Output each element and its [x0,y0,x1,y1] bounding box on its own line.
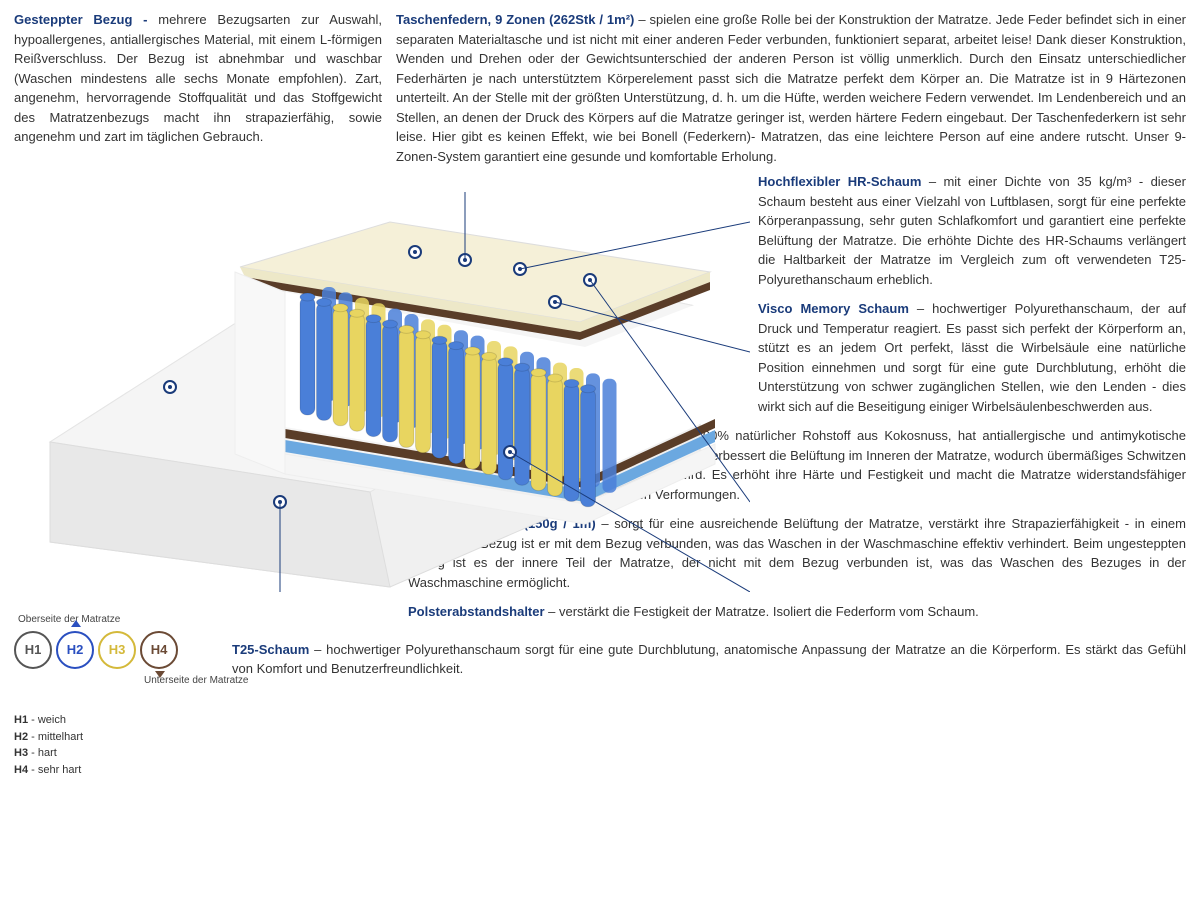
hardness-circle-h1: H1 [14,631,52,669]
hardness-legend-row: H1 - weich [14,712,264,729]
heading-taschenfedern: Taschenfedern, 9 Zonen (262Stk / 1m²) [396,12,638,27]
hardness-circles-row: H1H2H3H4 [14,631,264,669]
body-visco: – hochwertiger Polyurethanschaum, der au… [758,301,1186,414]
heading-kokos: 2x Kokos [615,428,682,443]
hardness-circle-h3: H3 [98,631,136,669]
hardness-top-label: Oberseite der Matratze [18,612,264,627]
hardness-circle-h4: H4 [140,631,178,669]
section-klimafaser: Klimafaser, Watte (150g / 1m) – sorgt fü… [408,514,1186,592]
hardness-legend-box: Oberseite der Matratze H1H2H3H4 Untersei… [14,612,264,778]
body-kokos: – 100% natürlicher Rohstoff aus Kokosnus… [615,428,1186,502]
section-kokos: 2x Kokos – 100% natürlicher Rohstoff aus… [615,426,1186,504]
heading-visco: Visco Memory Schaum [758,301,917,316]
hardness-legend-row: H3 - hart [14,745,264,762]
body-t25: – hochwertiger Polyurethanschaum sorgt f… [232,642,1186,677]
heading-hrschaum: Hochflexibler HR-Schaum [758,174,929,189]
body-gesteppter: mehrere Bezugsarten zur Auswahl, hypoall… [14,12,382,144]
heading-polster: Polsterabstandshalter [408,604,548,619]
hardness-legend-list: H1 - weichH2 - mittelhartH3 - hartH4 - s… [14,712,264,778]
triangle-down-icon [155,671,165,678]
section-visco: Visco Memory Schaum – hochwertiger Polyu… [758,299,1186,416]
triangle-up-icon [71,620,81,627]
section-polster: Polsterabstandshalter – verstärkt die Fe… [408,602,1186,622]
section-taschenfedern: Taschenfedern, 9 Zonen (262Stk / 1m²) – … [396,10,1186,166]
section-gesteppter: Gesteppter Bezug - mehrere Bezugsarten z… [14,10,382,166]
body-polster: – verstärkt die Festigkeit der Matratze.… [548,604,979,619]
hardness-legend-row: H4 - sehr hart [14,762,264,779]
section-t25: T25-Schaum – hochwertiger Polyurethansch… [232,640,1186,679]
hardness-legend-row: H2 - mittelhart [14,729,264,746]
heading-klimafaser: Klimafaser, Watte (150g / 1m) [408,516,601,531]
heading-gesteppter: Gesteppter Bezug - [14,12,158,27]
section-hrschaum: Hochflexibler HR-Schaum – mit einer Dich… [758,172,1186,289]
hardness-circle-h2: H2 [56,631,94,669]
body-taschenfedern: – spielen eine große Rolle bei der Konst… [396,12,1186,164]
body-hrschaum: – mit einer Dichte von 35 kg/m³ - dieser… [758,174,1186,287]
